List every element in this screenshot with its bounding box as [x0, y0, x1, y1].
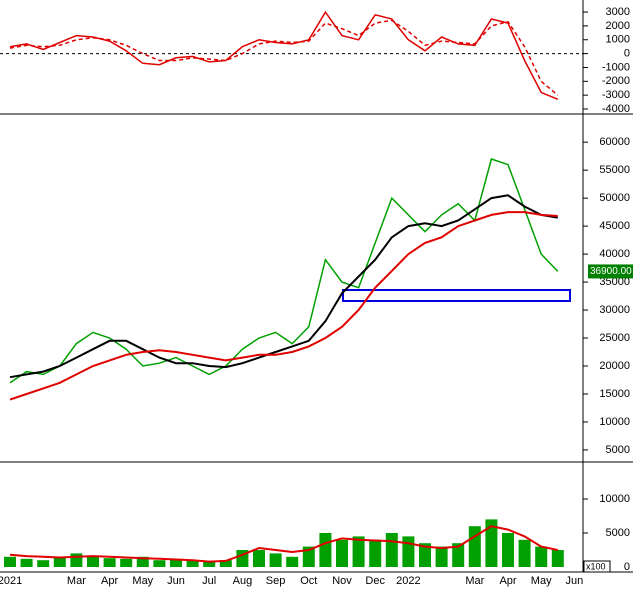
- volume-bar: [319, 533, 332, 568]
- volume-bar: [203, 561, 216, 568]
- volume-bar: [170, 558, 182, 568]
- y-tick-label: 50000: [599, 192, 630, 204]
- y-tick-label: 60000: [599, 136, 630, 148]
- y-tick-label: 0: [624, 561, 630, 573]
- volume-bar: [136, 556, 149, 568]
- volume-bar: [302, 546, 315, 568]
- volume-bar: [485, 519, 498, 568]
- series-line: [9, 211, 558, 401]
- y-tick-label: 10000: [599, 493, 630, 505]
- last-price-tag: [588, 264, 633, 279]
- volume-bar: [253, 550, 265, 568]
- y-tick-label: 40000: [599, 248, 630, 260]
- volume-bar: [219, 560, 232, 568]
- x-tick-label: 2022: [396, 575, 420, 587]
- volume-bar: [435, 546, 448, 568]
- volume-bar: [53, 556, 66, 568]
- y-tick-label: 20000: [599, 360, 630, 372]
- x-tick-label: May: [132, 575, 153, 587]
- unit-box: [583, 560, 611, 573]
- volume-bar: [87, 556, 99, 568]
- y-tick-label: 5000: [606, 527, 630, 539]
- y-tick-label: 1000: [606, 34, 630, 46]
- y-tick-label: -4000: [602, 103, 630, 115]
- volume-bar: [153, 560, 166, 568]
- volume-bar: [186, 560, 199, 568]
- x-tick-label: Jun: [167, 575, 185, 587]
- volume-bar: [502, 533, 514, 568]
- volume-bar: [535, 546, 548, 568]
- y-tick-label: 35000: [599, 276, 630, 288]
- y-tick-label: 5000: [606, 444, 630, 456]
- y-tick-label: -3000: [602, 89, 630, 101]
- volume-bar: [352, 536, 365, 568]
- x-tick-label: Apr: [499, 575, 516, 587]
- x-tick-label: Nov: [332, 575, 352, 587]
- x-tick-label: Sep: [266, 575, 286, 587]
- y-tick-label: 25000: [599, 332, 630, 344]
- y-tick-label: 10000: [599, 416, 630, 428]
- y-tick-label: 55000: [599, 164, 630, 176]
- volume-bar: [402, 536, 415, 568]
- x-tick-label: Jul: [202, 575, 216, 587]
- x-tick-label: Mar: [67, 575, 86, 587]
- series-line: [9, 158, 559, 384]
- y-tick-label: 3000: [606, 6, 630, 18]
- volume-bar: [286, 556, 299, 568]
- volume-bar: [385, 533, 398, 568]
- volume-bar: [551, 550, 564, 568]
- x-tick-label: Mar: [465, 575, 484, 587]
- volume-bar: [269, 553, 282, 568]
- series-line: [9, 525, 559, 563]
- volume-bar: [518, 539, 531, 568]
- y-tick-label: 30000: [599, 304, 630, 316]
- volume-bar: [419, 543, 431, 568]
- y-tick-label: 15000: [599, 388, 630, 400]
- y-tick-label: 0: [624, 48, 630, 60]
- x-tick-label: Aug: [233, 575, 253, 587]
- series-line: [9, 19, 559, 96]
- x-tick-label: Apr: [101, 575, 118, 587]
- volume-bar: [468, 526, 481, 568]
- y-tick-label: -1000: [602, 61, 630, 73]
- volume-bar: [4, 556, 16, 568]
- y-tick-label: 45000: [599, 220, 630, 232]
- y-tick-label: 2000: [606, 20, 630, 32]
- volume-bar: [20, 558, 33, 568]
- x-tick-label: Jun: [566, 575, 584, 587]
- series-line: [9, 194, 558, 379]
- x-tick-label: May: [531, 575, 552, 587]
- unit-label: x100: [586, 561, 606, 571]
- support-box: [342, 289, 571, 302]
- volume-bar: [70, 553, 83, 568]
- volume-bar: [37, 560, 50, 568]
- volume-bar: [369, 539, 382, 568]
- last-price-label: 36900.00: [590, 266, 632, 277]
- x-tick-label: 2021: [0, 575, 22, 587]
- x-tick-label: Oct: [300, 575, 317, 587]
- volume-bar: [103, 558, 116, 568]
- volume-bar: [120, 558, 133, 568]
- volume-bar: [452, 543, 465, 568]
- volume-bar: [336, 539, 348, 568]
- y-tick-label: -2000: [602, 75, 630, 87]
- x-tick-label: Dec: [365, 575, 385, 587]
